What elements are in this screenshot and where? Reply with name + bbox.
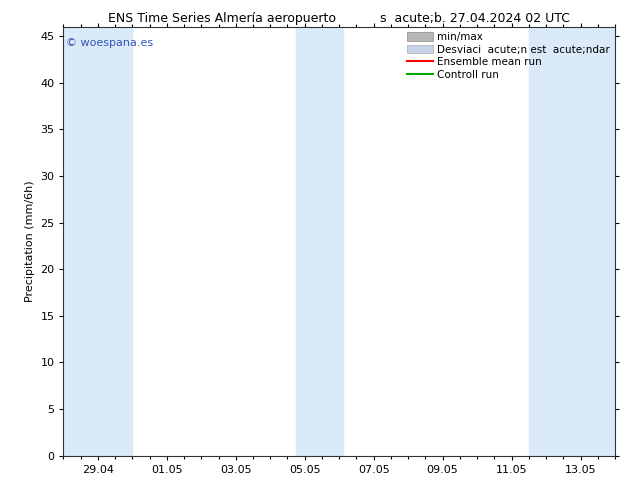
Legend: min/max, Desviaci  acute;n est  acute;ndar, Ensemble mean run, Controll run: min/max, Desviaci acute;n est acute;ndar… bbox=[404, 30, 612, 82]
Bar bbox=[529, 27, 551, 456]
Text: © woespana.es: © woespana.es bbox=[66, 38, 153, 48]
Bar bbox=[551, 27, 615, 456]
Text: ENS Time Series Almería aeropuerto: ENS Time Series Almería aeropuerto bbox=[108, 12, 336, 25]
Bar bbox=[318, 27, 342, 456]
Text: s  acute;b. 27.04.2024 02 UTC: s acute;b. 27.04.2024 02 UTC bbox=[380, 12, 571, 25]
Bar bbox=[296, 27, 318, 456]
Bar bbox=[107, 27, 133, 456]
Y-axis label: Precipitation (mm/6h): Precipitation (mm/6h) bbox=[25, 180, 35, 302]
Bar bbox=[63, 27, 107, 456]
